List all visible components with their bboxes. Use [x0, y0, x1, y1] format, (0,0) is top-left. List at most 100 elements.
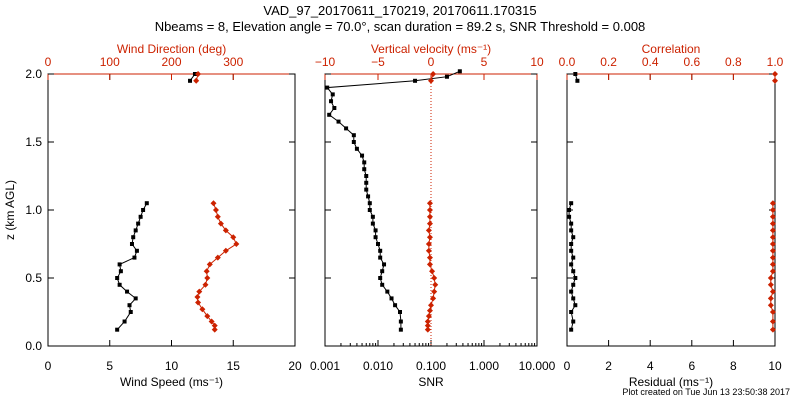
panel2-series-1-point	[364, 187, 369, 192]
panel1-series-2-point	[211, 326, 218, 333]
panel1-series-1-point	[136, 221, 141, 226]
panel1-series-2-point	[204, 275, 211, 281]
panel1-series-1-point	[141, 208, 146, 212]
panel1-top-axis-label: Wind Direction (deg)	[117, 42, 226, 56]
panel2-series-2-point	[431, 275, 438, 281]
panel3-bottom-tick-label: 4	[647, 359, 654, 373]
panel1-series-2-point	[233, 241, 240, 247]
chart-title: VAD_97_20170611_170219, 20170611.170315	[263, 3, 537, 18]
y-tick-label: 2.0	[25, 67, 42, 81]
panel3-series-1-point	[571, 319, 576, 324]
panel2-series-1-point	[367, 201, 372, 206]
panel2-series-1-point	[327, 112, 332, 117]
panel3-top-tick-label: 0.8	[725, 55, 742, 69]
panel2-bottom-axis-label: SNR	[418, 375, 444, 389]
panel1-series-2-point	[202, 281, 209, 288]
panel2-series-1-point	[376, 242, 380, 246]
panel3-top-tick-label: 0.0	[559, 55, 576, 69]
panel1-bottom-tick-label: 5	[106, 359, 113, 373]
panel3-series-1-point	[573, 303, 578, 308]
panel1-series-1-point	[138, 214, 143, 219]
panel2-series-1-point	[393, 303, 398, 308]
panel3-series-2-point	[769, 227, 776, 234]
panel2-series-2-point	[426, 307, 433, 314]
panel2-series-1-point	[351, 140, 356, 144]
panel3-series-1-point	[571, 282, 576, 287]
panel1-series-2-point	[203, 268, 210, 275]
panel2-series-1-point	[364, 180, 369, 185]
panel2-series-2-point	[424, 326, 431, 333]
panel2-series-2-point	[425, 313, 432, 320]
panel2-series-1-point	[360, 153, 365, 158]
panel2-series-2-point	[425, 247, 432, 254]
panel1-top-tick-label: 200	[161, 55, 181, 69]
panel1-top-tick-label: 0	[45, 55, 52, 69]
panel3-series-1-point	[571, 296, 576, 301]
panel3-series-1-point	[575, 78, 580, 83]
panel2-series-2-point	[428, 77, 434, 84]
panel3-series-2-point	[769, 247, 776, 254]
panel2-series-1-point	[373, 228, 378, 233]
panel1-series-2-point	[212, 207, 219, 213]
panel1-series-2-point	[222, 247, 229, 254]
panel2-top-tick-label: −5	[371, 55, 385, 69]
panel2-series-2-point	[430, 71, 437, 77]
panel2-series-1-point	[378, 255, 383, 260]
panel1-bottom-axis-label: Wind Speed (ms⁻¹)	[120, 375, 223, 389]
panel2-series-1-point	[380, 282, 385, 287]
panel1-series-1-point	[115, 276, 120, 280]
panel3-series-2-point	[769, 213, 776, 220]
panel2-top-tick-label: −10	[315, 55, 336, 69]
panel1-series-1-point	[192, 72, 197, 76]
panel3-series-2-point	[769, 234, 776, 241]
panel3-series-2-point	[769, 241, 776, 247]
panel3-series-2-point	[769, 326, 776, 333]
panel2-series-1-point	[370, 221, 375, 226]
panel3-bottom-tick-label: 2	[605, 359, 612, 373]
panel1-series-2-point	[194, 294, 201, 301]
panel3-series-2-point	[769, 318, 776, 325]
panel3-series-1-point	[569, 262, 574, 267]
panel2-series-2-point	[432, 281, 439, 288]
panel3-series-2-point	[769, 220, 776, 227]
panel3-bottom-tick-label: 0	[564, 359, 571, 373]
panel3-series-2-point	[767, 281, 774, 288]
panel3-series-1-point	[569, 228, 574, 233]
panel1-series-1-point	[132, 255, 137, 260]
y-tick-label: 1.0	[25, 203, 42, 217]
panel2-series-2-point	[425, 241, 432, 247]
panel1-series-2-point	[195, 299, 202, 306]
panel2-series-1-point	[373, 235, 378, 240]
panel1-series-2-point	[208, 318, 215, 325]
panel2-series-1-point	[364, 174, 369, 178]
y-tick-label: 0.0	[25, 339, 42, 353]
panel3-series-1-point	[569, 201, 574, 206]
panel2-series-1-point	[351, 133, 356, 138]
panel2-top-tick-label: 0	[428, 55, 435, 69]
panel1-bottom-tick-label: 0	[45, 359, 52, 373]
panel3-bottom-tick-label: 10	[768, 359, 782, 373]
panel3-series-1-point	[569, 327, 574, 332]
panel3-series-1-point	[569, 242, 574, 246]
panel2-bottom-tick-label: 0.010	[363, 359, 393, 373]
chart-subtitle: Nbeams = 8, Elevation angle = 70.0°, sca…	[154, 19, 646, 34]
panel2-bottom-tick-label: 1.000	[469, 359, 499, 373]
panel2-series-1-point	[444, 74, 449, 79]
panel2-series-2-point	[431, 288, 438, 295]
panel2-series-1-point	[325, 85, 330, 90]
panel2-series-1-point	[413, 78, 418, 83]
panel2-top-tick-label: 5	[481, 55, 488, 69]
y-tick-label: 0.5	[25, 271, 42, 285]
panel1-series-1-point	[125, 289, 130, 294]
panel2-top-axis-label: Vertical velocity (ms⁻¹)	[371, 42, 491, 56]
panel2-bottom-tick-label: 10.000	[519, 359, 556, 373]
panel3-series-2-point	[767, 275, 774, 281]
panel1-series-2-point	[210, 200, 217, 207]
panel2-series-2-point	[426, 234, 433, 241]
panel1-series-1-point	[133, 296, 138, 301]
panel2-series-1-point	[397, 310, 402, 314]
panel3-bottom-tick-label: 6	[688, 359, 695, 373]
panel3-series-2-point	[772, 71, 778, 77]
panel2-series-2-point	[430, 295, 437, 302]
panel1-series-1-point	[117, 262, 122, 267]
